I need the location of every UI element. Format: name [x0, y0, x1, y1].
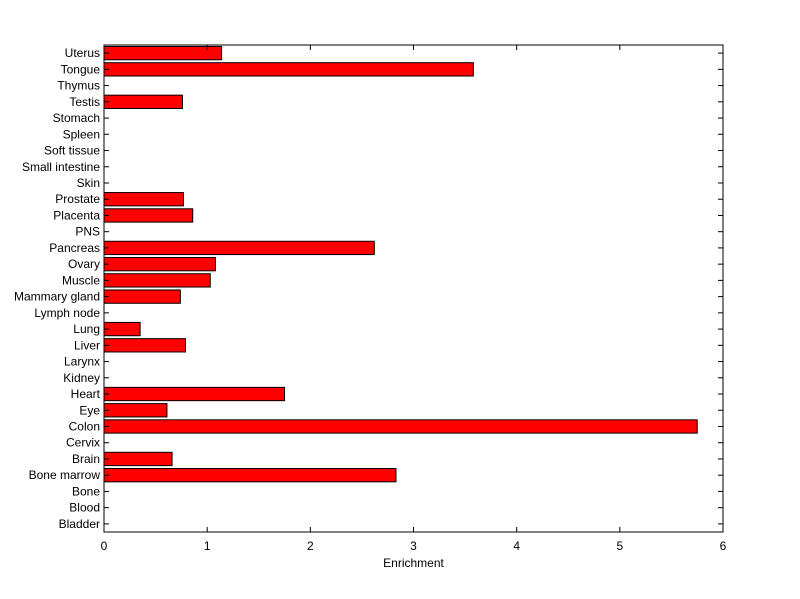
x-ticks-group: 0 1 2 3 4 5 6: [101, 45, 727, 553]
bar-liver: [103, 338, 187, 353]
x-tick-label: 4: [513, 539, 520, 553]
bar-pancreas: [103, 240, 375, 256]
category-label: Muscle: [62, 273, 100, 287]
category-label: Small intestine: [22, 160, 100, 174]
x-tick-label: 5: [616, 539, 623, 553]
bar-testis: [103, 94, 183, 109]
category-label: Cervix: [66, 436, 100, 450]
bar-colon: [103, 419, 698, 434]
bar-brain: [103, 451, 173, 467]
category-label: Pancreas: [49, 241, 100, 255]
category-label: Heart: [71, 387, 101, 401]
category-label: Spleen: [63, 127, 100, 141]
x-tick-label: 3: [410, 539, 417, 553]
bar-uterus: [103, 45, 223, 61]
category-label: Ovary: [68, 257, 100, 271]
category-label: Prostate: [55, 192, 100, 206]
bar-lung: [103, 321, 141, 337]
category-label: Uterus: [65, 46, 100, 60]
y-ticks-group: Uterus Tongue Thymus Testis Stomach Spleen Sof…: [14, 46, 723, 531]
x-tick-label: 1: [204, 539, 211, 553]
bars-group: [103, 45, 698, 483]
bar-mammary-gland: [103, 289, 181, 304]
category-label: Thymus: [57, 79, 100, 93]
bar-placenta: [103, 208, 194, 223]
category-label: Bladder: [59, 517, 100, 531]
category-label: Stomach: [53, 111, 100, 125]
category-label: Blood: [69, 501, 100, 515]
category-label: Testis: [69, 95, 100, 109]
category-label: Soft tissue: [44, 144, 100, 158]
bar-prostate: [103, 192, 184, 207]
bar-muscle: [103, 273, 211, 288]
category-label: Tongue: [61, 62, 101, 76]
bar-bone-marrow: [103, 468, 397, 483]
category-label: Bone marrow: [29, 468, 101, 482]
category-label: Placenta: [53, 208, 100, 222]
bar-heart: [103, 386, 286, 402]
category-label: PNS: [75, 225, 100, 239]
x-tick-label: 0: [101, 539, 108, 553]
bar-ovary: [103, 256, 216, 272]
category-label: Brain: [72, 452, 100, 466]
x-axis-label: Enrichment: [383, 556, 444, 570]
category-label: Larynx: [64, 355, 100, 369]
category-label: Colon: [69, 419, 100, 433]
category-label: Liver: [74, 338, 100, 352]
category-label: Lung: [73, 322, 100, 336]
category-label: Lymph node: [34, 306, 100, 320]
category-label: Mammary gland: [14, 290, 100, 304]
bar-eye: [103, 403, 168, 418]
plot-frame: [103, 44, 724, 533]
bar-tongue: [103, 62, 474, 77]
category-label: Bone: [72, 484, 100, 498]
x-tick-label: 6: [720, 539, 727, 553]
category-label: Kidney: [63, 371, 100, 385]
x-tick-label: 2: [307, 539, 314, 553]
category-label: Eye: [79, 403, 100, 417]
category-label: Skin: [77, 176, 100, 190]
